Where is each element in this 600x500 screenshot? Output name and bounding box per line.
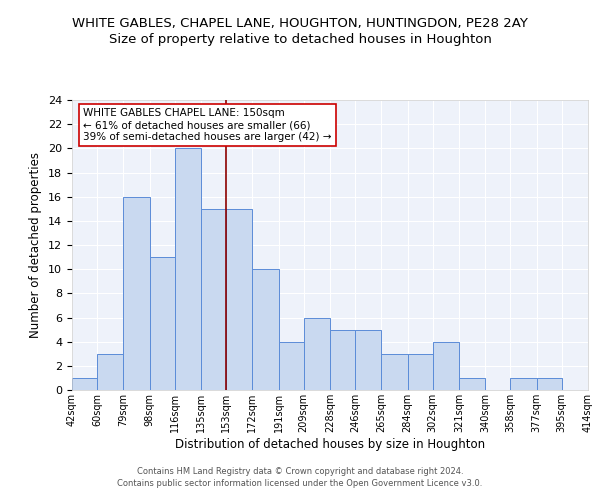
Bar bbox=[253, 269, 278, 390]
Bar bbox=[459, 378, 485, 390]
Bar bbox=[330, 330, 355, 390]
Bar bbox=[382, 354, 407, 390]
Text: WHITE GABLES CHAPEL LANE: 150sqm
← 61% of detached houses are smaller (66)
39% o: WHITE GABLES CHAPEL LANE: 150sqm ← 61% o… bbox=[83, 108, 332, 142]
Bar bbox=[226, 209, 253, 390]
Bar bbox=[407, 354, 433, 390]
Bar bbox=[511, 378, 536, 390]
Text: Contains HM Land Registry data © Crown copyright and database right 2024.: Contains HM Land Registry data © Crown c… bbox=[137, 467, 463, 476]
Text: WHITE GABLES, CHAPEL LANE, HOUGHTON, HUNTINGDON, PE28 2AY: WHITE GABLES, CHAPEL LANE, HOUGHTON, HUN… bbox=[72, 18, 528, 30]
Bar bbox=[149, 257, 175, 390]
Bar bbox=[201, 209, 226, 390]
Y-axis label: Number of detached properties: Number of detached properties bbox=[29, 152, 43, 338]
Bar bbox=[304, 318, 330, 390]
Bar bbox=[97, 354, 124, 390]
Bar bbox=[433, 342, 459, 390]
Text: Size of property relative to detached houses in Houghton: Size of property relative to detached ho… bbox=[109, 32, 491, 46]
Text: Contains public sector information licensed under the Open Government Licence v3: Contains public sector information licen… bbox=[118, 478, 482, 488]
Bar bbox=[175, 148, 201, 390]
Bar bbox=[278, 342, 304, 390]
X-axis label: Distribution of detached houses by size in Houghton: Distribution of detached houses by size … bbox=[175, 438, 485, 450]
Bar bbox=[72, 378, 97, 390]
Bar bbox=[536, 378, 562, 390]
Bar bbox=[355, 330, 382, 390]
Bar bbox=[124, 196, 149, 390]
